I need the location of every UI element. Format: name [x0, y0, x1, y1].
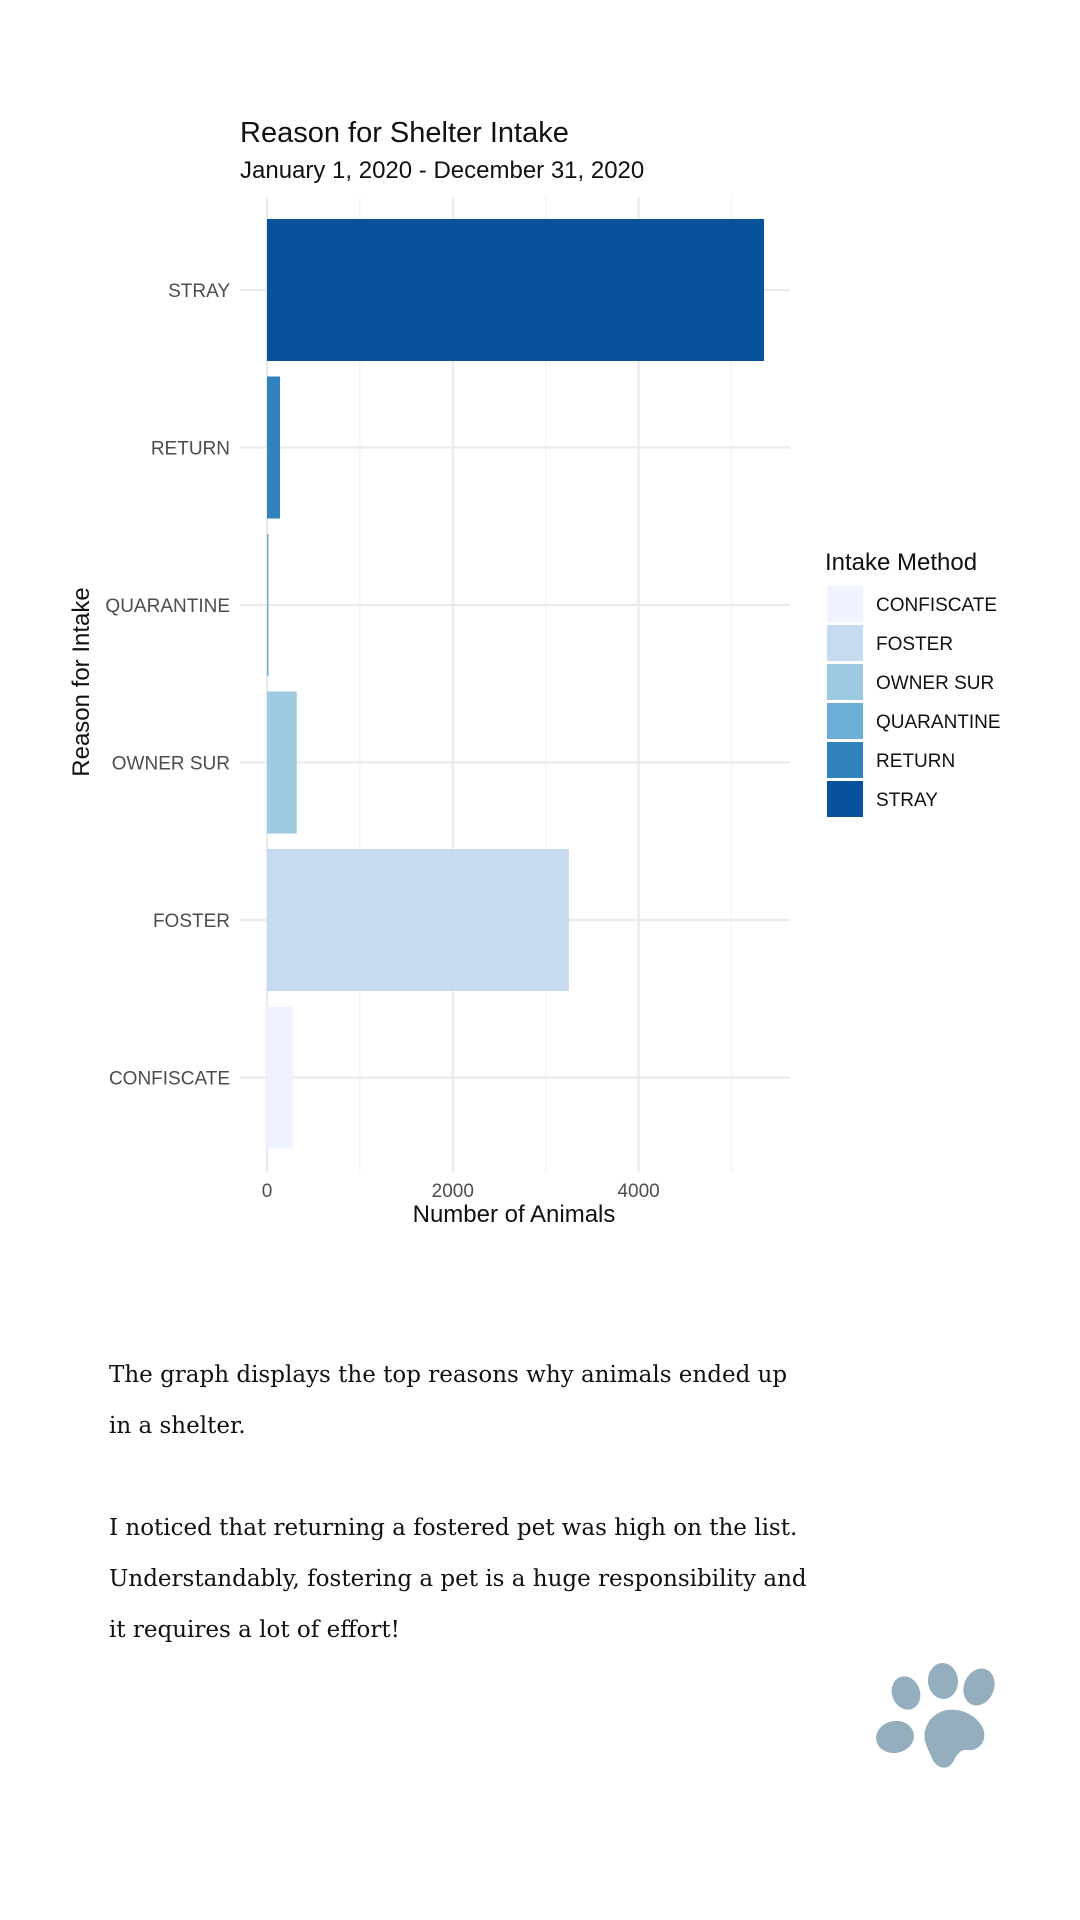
- legend-label: FOSTER: [876, 634, 953, 655]
- legend-title: Intake Method: [825, 549, 977, 576]
- notes-section: The graph displays the top reasons why a…: [109, 1350, 809, 1707]
- paw-print-icon: [876, 1663, 995, 1768]
- chart-legend: Intake Method CONFISCATE FOSTER OWNER SUR Q…: [825, 549, 1001, 817]
- notes-paragraph-2: I noticed that returning a fostered pet …: [109, 1515, 807, 1643]
- legend-swatch: [827, 625, 863, 661]
- legend-swatch: [827, 742, 863, 778]
- x-tick-labels: 0 2000 4000: [262, 1181, 660, 1202]
- x-axis-title: Number of Animals: [413, 1201, 616, 1228]
- bar-stray: [267, 219, 764, 361]
- y-tick-label: FOSTER: [153, 911, 230, 932]
- legend-swatch: [827, 664, 863, 700]
- notes-paragraph-1: The graph displays the top reasons why a…: [109, 1362, 788, 1439]
- intake-chart: Reason for Shelter Intake January 1, 202…: [68, 117, 1001, 1228]
- legend-label: CONFISCATE: [876, 595, 997, 616]
- chart-bars: [267, 219, 764, 1149]
- chart-title: Reason for Shelter Intake: [240, 117, 569, 149]
- bar-owner-sur: [267, 691, 297, 834]
- y-tick-label: QUARANTINE: [105, 596, 230, 617]
- legend-swatch: [827, 781, 863, 817]
- y-tick-labels: STRAY RETURN QUARANTINE OWNER SUR FOSTER CONF…: [105, 281, 230, 1090]
- legend-label: RETURN: [876, 751, 955, 772]
- legend-swatch: [827, 703, 863, 739]
- y-tick-label: OWNER SUR: [112, 754, 230, 775]
- legend-label: QUARANTINE: [876, 712, 1001, 733]
- y-tick-label: STRAY: [168, 281, 230, 302]
- bar-return: [267, 376, 281, 519]
- x-tick-label: 0: [262, 1181, 273, 1202]
- bar-quarantine: [267, 534, 269, 676]
- legend-swatch: [827, 586, 863, 622]
- bar-confiscate: [267, 1006, 294, 1149]
- legend-label: STRAY: [876, 790, 938, 811]
- x-tick-label: 2000: [432, 1181, 474, 1202]
- bar-foster: [267, 849, 569, 991]
- y-tick-label: CONFISCATE: [109, 1069, 230, 1090]
- y-tick-label: RETURN: [151, 439, 230, 460]
- legend-label: OWNER SUR: [876, 673, 994, 694]
- x-tick-label: 4000: [617, 1181, 659, 1202]
- y-axis-title: Reason for Intake: [68, 587, 95, 776]
- chart-subtitle: January 1, 2020 - December 31, 2020: [240, 157, 644, 184]
